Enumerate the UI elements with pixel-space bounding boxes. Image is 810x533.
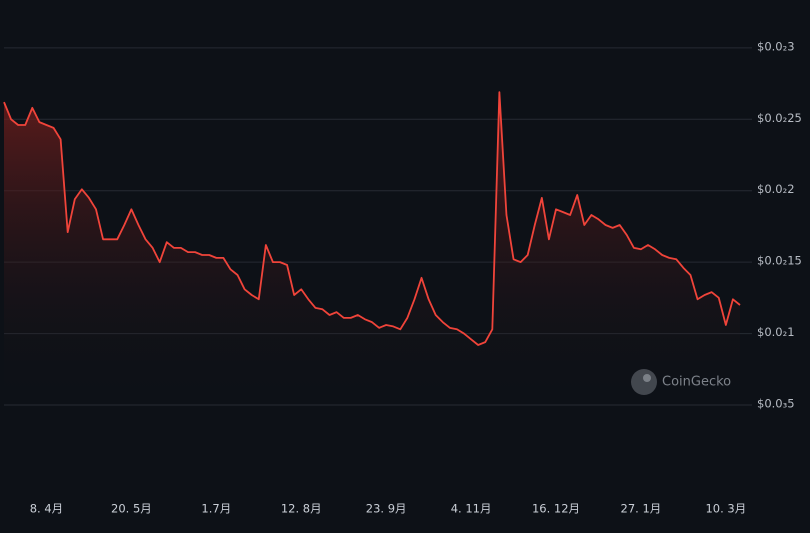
line-layer: [3, 91, 741, 346]
watermark: CoinGecko: [631, 369, 731, 395]
y-tick-label: $0.0₂15: [757, 254, 802, 268]
x-tick-label: 8. 4月: [30, 502, 63, 516]
watermark-logo-eye: [643, 374, 651, 382]
price-line: [3, 91, 741, 346]
x-tick-label: 1.7月: [201, 502, 231, 516]
watermark-logo: [631, 369, 657, 395]
x-tick-label: 4. 11月: [451, 502, 492, 516]
x-tick-label: 12. 8月: [281, 502, 322, 516]
y-tick-label: $0.0₂2: [757, 182, 795, 196]
x-tick-label: 20. 5月: [111, 502, 152, 516]
area-fill: [4, 92, 740, 405]
watermark-text: CoinGecko: [662, 375, 731, 390]
y-tick-label: $0.0₃5: [757, 397, 795, 411]
y-tick-label: $0.0₂1: [757, 325, 795, 339]
labels: $0.0₃5 $0.0₂1 $0.0₂15 $0.0₂2 $0.0₂25 $0.0₂3 8.…: [30, 39, 802, 515]
x-tick-label: 27. 1月: [621, 502, 662, 516]
x-tick-label: 23. 9月: [366, 502, 407, 516]
x-tick-label: 10. 3月: [705, 502, 746, 516]
x-tick-label: 16. 12月: [532, 502, 580, 516]
y-tick-label: $0.0₂25: [757, 111, 802, 125]
area-layer: [4, 92, 740, 405]
y-tick-label: $0.0₂3: [757, 39, 795, 53]
